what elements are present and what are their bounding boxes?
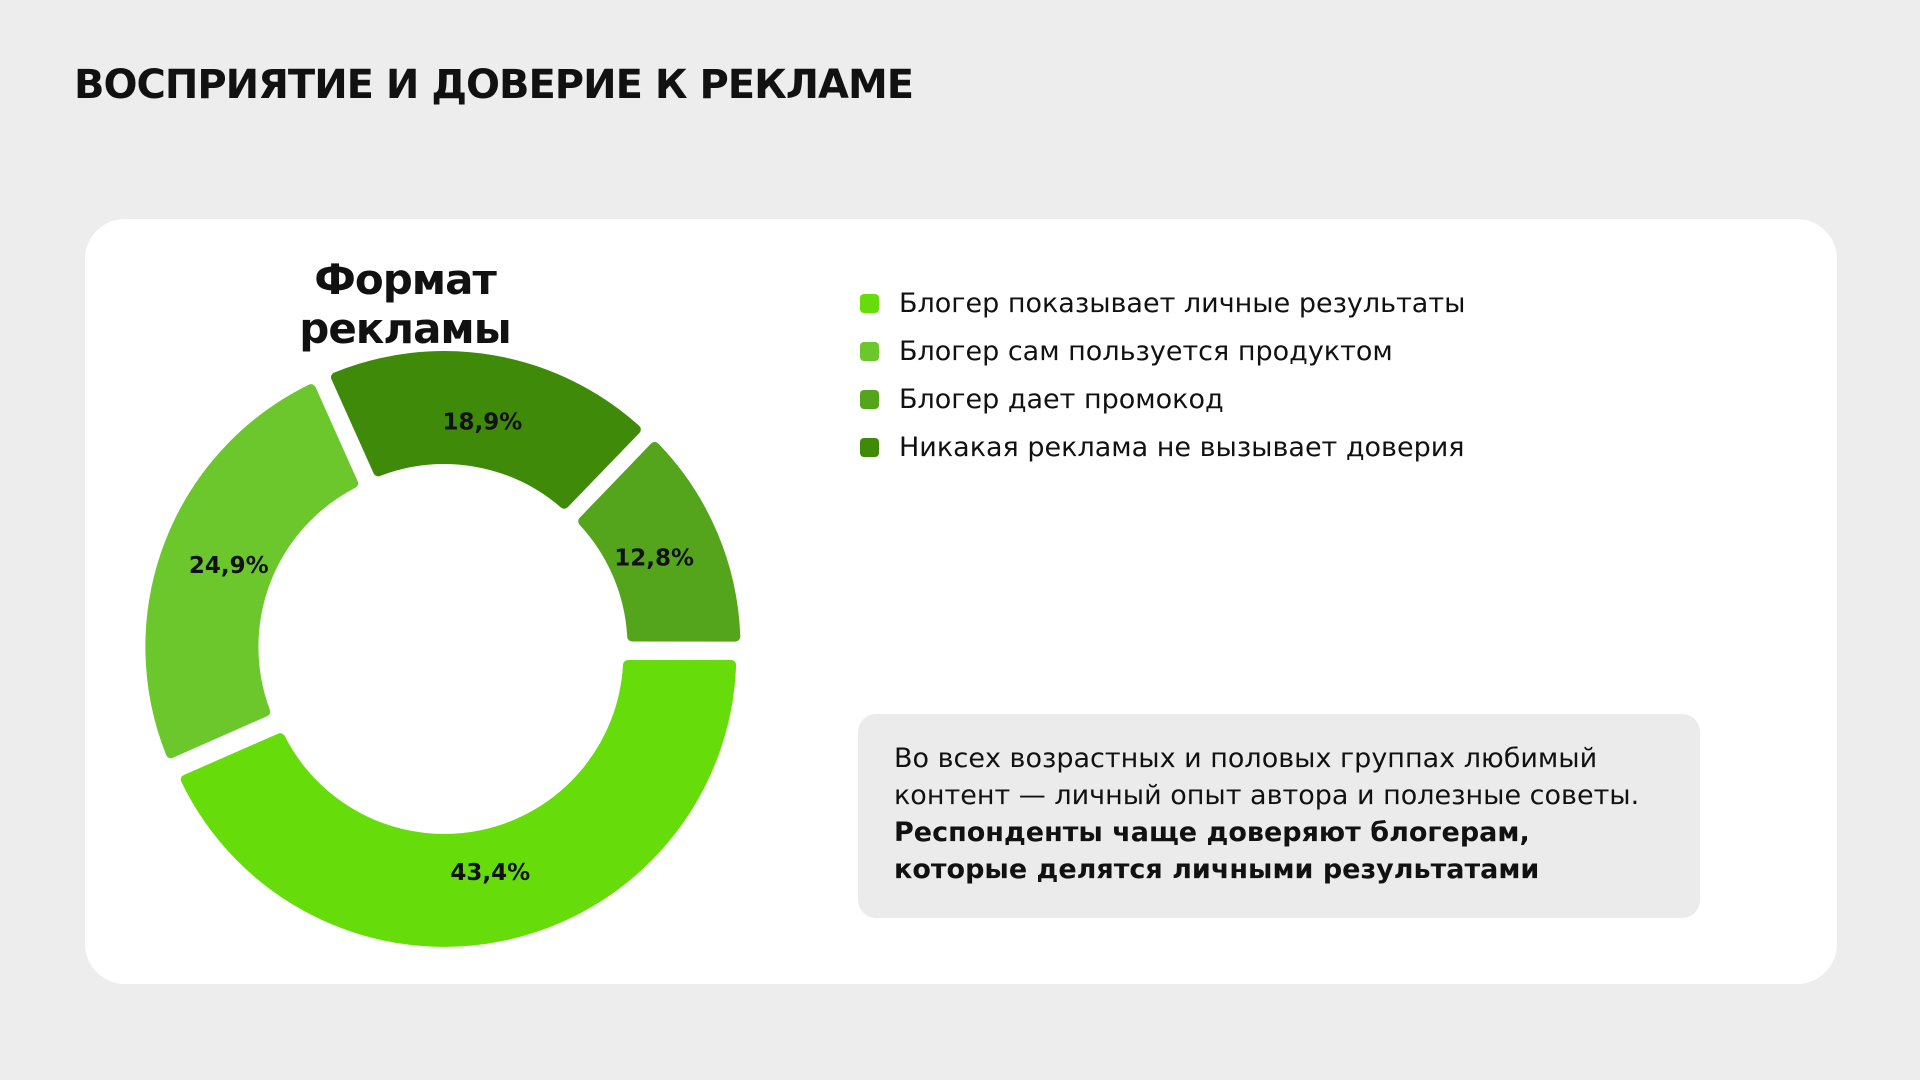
- legend-swatch: [860, 437, 879, 457]
- value-label: 24,9%: [189, 553, 269, 579]
- note-box: Во всех возрастных и половых группах люб…: [858, 714, 1700, 918]
- card: 43,4% 24,9% 18,9% 12,8% Формат рекламы Блог…: [85, 219, 1837, 984]
- legend-swatch: [860, 293, 879, 313]
- note-text: Во всех возрастных и половых группах люб…: [894, 743, 1640, 811]
- chart-title: Формат рекламы: [299, 255, 511, 353]
- legend: Блогер показывает личные результаты Блоге…: [860, 279, 1465, 471]
- donut-slice: [578, 442, 741, 642]
- legend-label: Блогер показывает личные результаты: [899, 287, 1466, 319]
- note-bold: Респонденты чаще доверяют блогерам, кото…: [894, 817, 1540, 885]
- legend-swatch: [860, 341, 879, 361]
- value-label: 12,8%: [614, 546, 694, 572]
- legend-item: Блогер сам пользуется продуктом: [860, 327, 1465, 375]
- legend-item: Никакая реклама не вызывает доверия: [860, 423, 1465, 471]
- legend-label: Никакая реклама не вызывает доверия: [899, 431, 1465, 463]
- legend-item: Блогер показывает личные результаты: [860, 279, 1465, 327]
- legend-swatch: [860, 389, 879, 409]
- donut-slice: [145, 384, 359, 759]
- donut-slice: [180, 659, 737, 947]
- legend-item: Блогер дает промокод: [860, 375, 1465, 423]
- legend-label: Блогер дает промокод: [899, 383, 1224, 415]
- value-label: 18,9%: [443, 409, 523, 435]
- page-title: ВОСПРИЯТИЕ И ДОВЕРИЕ К РЕКЛАМЕ: [74, 62, 914, 108]
- donut-slice: [331, 351, 641, 509]
- value-label: 43,4%: [450, 860, 530, 886]
- chart: 43,4% 24,9% 18,9% 12,8%: [145, 351, 741, 947]
- legend-label: Блогер сам пользуется продуктом: [899, 335, 1393, 367]
